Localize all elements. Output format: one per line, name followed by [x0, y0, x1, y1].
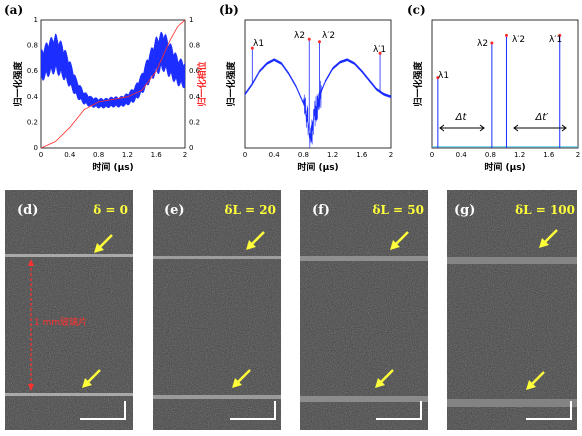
panel-c: (c) λ1 λ2 λ′2 λ′1 Δt Δt′ 0 0.4 0.8 1.2 1… — [407, 3, 580, 173]
image-label: (g) — [454, 203, 475, 218]
image-noise — [447, 190, 577, 430]
panel-c-ylabel: 归一化强度 — [412, 61, 424, 107]
panel-a: (a) 0 0.4 0.8 1.2 1.6 2 0 0.2 0.4 0.6 0.… — [4, 3, 208, 173]
tick: 1 — [189, 16, 193, 24]
tick: 1.2 — [122, 151, 133, 159]
tick: 1.6 — [543, 151, 555, 159]
panel-b-xlabel: 时间 (μs) — [297, 161, 338, 173]
glass-edge-bottom — [5, 393, 133, 396]
tick: 0.8 — [93, 151, 104, 159]
tick: 0.4 — [269, 151, 281, 159]
image-panel-f: (f) δL = 50 — [300, 190, 428, 430]
image-label: (d) — [17, 203, 38, 218]
glass-edge-bottom — [447, 399, 577, 407]
panel-a-yticks-left: 0 0.2 0.4 0.6 0.8 1 — [27, 16, 39, 152]
tick: 0.4 — [27, 93, 39, 101]
tick: 1.6 — [151, 151, 163, 159]
peak-marker — [308, 38, 311, 41]
panel-b-label: (b) — [219, 3, 239, 17]
panel-a-ylabel-right: 归一化相位 — [196, 61, 208, 106]
peak-label: λ2 — [477, 39, 488, 49]
intensity-line — [41, 32, 185, 108]
tick: 0.8 — [298, 151, 309, 159]
tick: 1.2 — [327, 151, 338, 159]
panel-a-xticks: 0 0.4 0.8 1.2 1.6 2 — [39, 151, 187, 159]
panel-c-dtp-label: Δt′ — [534, 112, 549, 123]
image-label: (f) — [312, 203, 330, 218]
panel-a-xlabel: 时间 (μs) — [92, 161, 133, 173]
tick: 0 — [243, 151, 247, 159]
peak-label: λ′1 — [373, 45, 386, 55]
glass-edge-bottom — [153, 395, 281, 399]
tick: 0.4 — [64, 151, 76, 159]
panel-b-axes — [245, 20, 391, 148]
image-param: δL = 20 — [224, 203, 276, 217]
panel-b-ylabel: 归一化强度 — [225, 61, 237, 107]
image-panel-e: (e) δL = 20 — [153, 190, 281, 430]
glass-edge-top — [153, 256, 281, 259]
panel-c-xlabel: 时间 (μs) — [484, 161, 525, 173]
tick: 2 — [389, 151, 393, 159]
tick: 2 — [576, 151, 580, 159]
glass-edge-bottom — [300, 396, 428, 402]
peak-label: λ1 — [438, 71, 449, 81]
image-param: δL = 50 — [372, 203, 424, 217]
glass-edge-top — [5, 254, 133, 257]
tick: 0.8 — [27, 42, 38, 50]
panel-b: (b) λ1 λ2 λ′2 λ′1 0 0.4 0.8 1.2 1.6 2 时间… — [219, 3, 393, 173]
tick: 1 — [34, 16, 38, 24]
panel-b-xticks: 0 0.4 0.8 1.2 1.6 2 — [243, 151, 393, 159]
tick: 0 — [39, 151, 43, 159]
tick: 0.6 — [27, 67, 39, 75]
image-param: δL = 100 — [515, 203, 575, 217]
panel-c-dt-label: Δt — [455, 112, 468, 123]
tick: 0.4 — [456, 151, 468, 159]
panel-a-ylabel-left: 归一化强度 — [12, 61, 24, 107]
image-label: (e) — [164, 203, 185, 218]
panel-a-intensity-trace — [41, 32, 185, 108]
tick: 2 — [183, 151, 187, 159]
image-noise — [153, 190, 281, 430]
panel-c-xticks: 0 0.4 0.8 1.2 1.6 2 — [430, 151, 580, 159]
panel-b-trace — [245, 59, 391, 149]
tick: 0.2 — [27, 118, 38, 126]
tick: 1.6 — [356, 151, 368, 159]
thickness-label: 1 mm玻璃片 — [34, 316, 87, 328]
image-panel-g: (g) δL = 100 — [447, 190, 577, 430]
image-param: δ = 0 — [93, 203, 128, 217]
panel-c-bars — [432, 34, 578, 148]
peak-label: λ′2 — [322, 31, 335, 41]
tick: 0.8 — [485, 151, 496, 159]
peak-label: λ′1 — [549, 35, 562, 45]
panel-c-dt-arrow — [440, 125, 484, 131]
bar-marker — [490, 42, 493, 45]
glass-edge-top — [300, 256, 428, 261]
peak-marker — [318, 40, 321, 43]
panel-c-peak-labels: λ1 λ2 λ′2 λ′1 — [438, 35, 562, 81]
peak-label: λ′2 — [512, 35, 525, 45]
tick: 0 — [189, 144, 193, 152]
glass-edge-top — [447, 257, 577, 264]
tick: 0 — [430, 151, 434, 159]
intensity-line — [245, 59, 391, 149]
panel-c-label: (c) — [407, 3, 426, 17]
bar-marker — [505, 34, 508, 37]
image-panel-d: (d) δ = 0 1 mm玻璃片 — [5, 190, 133, 430]
tick: 0.2 — [189, 118, 200, 126]
tick: 0 — [34, 144, 38, 152]
tick: 0.8 — [189, 42, 200, 50]
panel-c-dtp-arrow — [514, 125, 566, 131]
peak-label: λ2 — [294, 31, 305, 41]
image-noise — [300, 190, 428, 430]
peak-label: λ1 — [253, 39, 264, 49]
panel-a-label: (a) — [4, 3, 23, 17]
tick: 1.2 — [514, 151, 525, 159]
